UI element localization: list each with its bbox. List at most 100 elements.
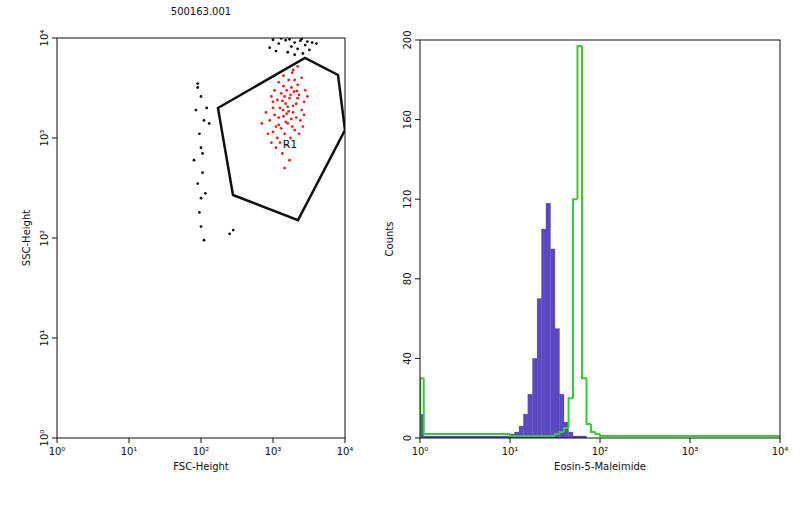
x-tick bbox=[345, 438, 346, 443]
plot-area bbox=[420, 46, 780, 438]
point bbox=[272, 107, 275, 110]
histogram-bar bbox=[546, 203, 551, 438]
x-tick bbox=[780, 438, 781, 443]
point bbox=[295, 116, 298, 119]
x-axis-label: FSC-Height bbox=[173, 461, 229, 472]
x-tick-label: 10³ bbox=[682, 446, 699, 457]
point bbox=[208, 122, 211, 125]
point bbox=[283, 95, 286, 98]
point bbox=[280, 127, 283, 130]
point bbox=[295, 102, 298, 105]
x-tick bbox=[600, 438, 601, 443]
x-tick-label: 10⁴ bbox=[772, 446, 789, 457]
point bbox=[198, 211, 201, 214]
histogram-step bbox=[514, 435, 519, 437]
y-tick bbox=[415, 119, 420, 120]
point bbox=[293, 41, 296, 44]
histogram-step bbox=[569, 398, 573, 428]
y-tick bbox=[415, 358, 420, 359]
histogram-step bbox=[510, 434, 514, 436]
point bbox=[200, 225, 203, 228]
y-tick-label: 10² bbox=[39, 230, 50, 247]
point bbox=[296, 47, 299, 50]
y-tick-label: 10¹ bbox=[39, 330, 50, 347]
point bbox=[300, 76, 303, 79]
point bbox=[203, 119, 206, 122]
point bbox=[281, 152, 284, 155]
y-tick-label: 10⁴ bbox=[39, 30, 50, 47]
point bbox=[290, 118, 293, 121]
point bbox=[285, 112, 288, 115]
y-axis-label: SSC-Height bbox=[21, 210, 32, 266]
point bbox=[232, 229, 235, 232]
histogram-step bbox=[523, 435, 527, 437]
point bbox=[277, 42, 280, 45]
y-tick bbox=[415, 438, 420, 439]
point bbox=[296, 65, 299, 68]
point bbox=[282, 74, 285, 77]
point bbox=[287, 110, 290, 113]
x-tick bbox=[129, 438, 130, 443]
x-tick-label: 10² bbox=[592, 446, 609, 457]
point bbox=[304, 89, 307, 92]
point bbox=[287, 79, 290, 82]
point bbox=[268, 46, 271, 49]
x-tick bbox=[510, 438, 511, 443]
point bbox=[273, 89, 276, 92]
point bbox=[279, 141, 282, 144]
point bbox=[292, 90, 295, 93]
point bbox=[292, 104, 295, 107]
point bbox=[205, 107, 208, 110]
point bbox=[308, 49, 311, 52]
point bbox=[279, 107, 282, 110]
point bbox=[296, 83, 299, 86]
point bbox=[267, 132, 270, 135]
histogram-bar bbox=[542, 229, 546, 438]
point bbox=[299, 119, 302, 122]
point bbox=[268, 119, 271, 122]
point bbox=[275, 125, 278, 128]
histogram-step bbox=[424, 378, 510, 434]
point bbox=[300, 109, 303, 112]
histogram-step bbox=[537, 435, 541, 437]
y-tick-label: 120 bbox=[402, 190, 413, 209]
point bbox=[270, 95, 273, 98]
point bbox=[196, 182, 199, 185]
point bbox=[203, 239, 206, 242]
chart-title: 500163.001 bbox=[171, 6, 231, 17]
histogram-bar bbox=[514, 432, 519, 438]
point bbox=[272, 131, 275, 134]
point bbox=[282, 109, 285, 112]
point bbox=[286, 51, 289, 54]
histogram-step bbox=[595, 432, 600, 434]
point bbox=[273, 114, 276, 117]
point bbox=[228, 232, 231, 235]
point bbox=[200, 95, 203, 98]
histogram-bar bbox=[528, 394, 533, 438]
y-tick bbox=[52, 238, 57, 239]
annotation: R1 bbox=[283, 138, 298, 151]
point bbox=[299, 39, 302, 42]
point bbox=[283, 132, 286, 135]
point bbox=[304, 44, 307, 47]
point bbox=[289, 93, 292, 96]
point bbox=[296, 97, 299, 100]
point bbox=[280, 92, 283, 95]
histogram-step bbox=[533, 435, 538, 437]
point bbox=[277, 124, 280, 127]
histogram-step bbox=[582, 46, 587, 378]
point bbox=[283, 167, 286, 170]
point bbox=[286, 105, 289, 108]
histogram-step bbox=[519, 435, 523, 437]
point bbox=[288, 97, 291, 100]
y-tick-label: 200 bbox=[402, 30, 413, 49]
point bbox=[200, 197, 203, 200]
x-tick-label: 10⁴ bbox=[337, 446, 354, 457]
histogram-step bbox=[560, 432, 564, 434]
x-tick bbox=[420, 438, 421, 443]
histogram-step bbox=[600, 434, 780, 438]
point bbox=[284, 39, 287, 42]
y-tick-label: 40 bbox=[402, 352, 413, 365]
point bbox=[276, 99, 279, 102]
histogram-bar bbox=[519, 426, 523, 438]
